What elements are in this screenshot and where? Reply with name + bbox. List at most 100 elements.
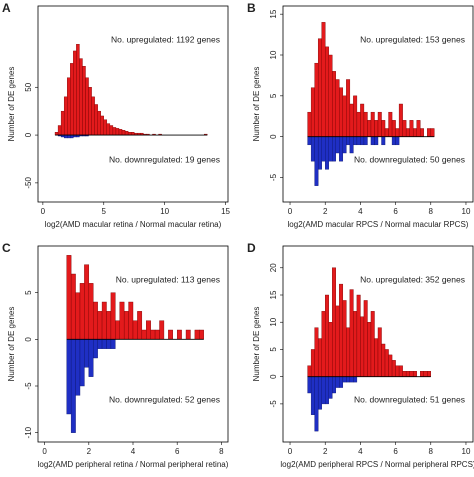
histogram-bar [349, 289, 354, 377]
histogram-bar [356, 136, 361, 146]
panel-letter: D [247, 241, 256, 255]
histogram-bar [353, 376, 358, 383]
histogram-bar [402, 371, 407, 377]
histogram-bar [381, 343, 386, 377]
histogram-bar [176, 329, 182, 340]
annotation: No. upregulated: 1192 genes [111, 34, 220, 44]
histogram-bar [363, 300, 368, 377]
x-tick-label: 4 [131, 447, 136, 456]
histogram-bar [325, 136, 329, 170]
histogram-bar [356, 294, 361, 377]
histogram-bar [317, 38, 322, 137]
histogram-bar [409, 371, 414, 377]
plot-frame [282, 245, 474, 443]
histogram-bar [93, 301, 98, 340]
histogram-bar [79, 339, 85, 387]
annotation: No. downregulated: 50 genes [354, 154, 465, 164]
histogram-bar [154, 329, 160, 340]
histogram-bar [63, 134, 68, 139]
histogram-bar [339, 376, 344, 388]
histogram-bar [342, 300, 347, 377]
histogram-bar [339, 283, 344, 377]
histogram-bar [388, 111, 393, 137]
histogram-bar [388, 354, 393, 377]
histogram-bar [317, 338, 322, 377]
x-tick-label: 6 [393, 447, 398, 456]
histogram-bar [70, 63, 74, 136]
histogram-bar [370, 311, 375, 377]
histogram-bar [405, 371, 410, 377]
y-tick-label: 0 [24, 132, 33, 137]
histogram-bar [391, 136, 396, 146]
histogram-bar [307, 365, 312, 377]
histogram-bar [314, 136, 319, 186]
histogram-bar [398, 103, 403, 137]
x-tick-label: 6 [393, 207, 398, 216]
x-tick-label: 0 [42, 447, 47, 456]
histogram-bar [321, 22, 326, 137]
histogram-bar [374, 120, 379, 137]
histogram-bar [328, 136, 333, 162]
histogram-bar [112, 127, 117, 136]
panel-letter: B [247, 1, 256, 15]
histogram-bar [325, 376, 329, 405]
histogram-bar [106, 339, 112, 349]
plot-frame [282, 5, 474, 203]
x-tick-label: 0 [288, 447, 293, 456]
y-tick-label: -5 [24, 382, 33, 390]
panel: A 0 5 10 15 -50 0 50 log2(AMD macular retina / N… [2, 1, 231, 229]
histogram-bar [110, 339, 116, 349]
histogram-bar [132, 320, 138, 340]
x-tick-label: 6 [175, 447, 180, 456]
histogram-bar [106, 123, 111, 136]
x-tick-label: 10 [160, 207, 169, 216]
histogram-bar [412, 371, 417, 377]
panel: B 0 2 4 6 8 10 -5 0 5 10 15 log2(AMD macular RPCS / … [247, 1, 474, 229]
histogram-bar [356, 111, 361, 137]
histogram-bar [321, 136, 326, 162]
histogram-bar [100, 115, 104, 136]
histogram-bar [381, 136, 386, 146]
plot-frame [37, 5, 229, 203]
histogram-bar [185, 329, 191, 340]
panel-letter: A [2, 1, 11, 15]
annotation: No. upregulated: 352 genes [360, 274, 465, 284]
histogram-bar [84, 264, 90, 340]
histogram-bar [93, 339, 98, 359]
histogram-bar [374, 136, 379, 146]
histogram-bar [97, 311, 103, 340]
histogram-bar [420, 128, 424, 137]
panel: C 0 2 4 6 8 -10 -5 0 5 log2(AMD peripheral retina … [2, 241, 229, 469]
x-axis-label: log2(AMD peripheral RPCS / Normal periph… [280, 460, 474, 469]
histogram-bar [321, 376, 326, 405]
histogram-bar [67, 77, 71, 136]
histogram-bar [54, 132, 59, 136]
histogram-bar [367, 120, 372, 137]
y-axis-label: Number of DE genes [252, 67, 261, 142]
histogram-bar [335, 136, 340, 154]
y-tick-label: 0 [269, 134, 278, 139]
histogram-bar [346, 376, 351, 383]
histogram-bar [374, 338, 379, 377]
x-tick-label: 0 [41, 207, 46, 216]
annotation: No. upregulated: 113 genes [116, 274, 220, 284]
x-tick-label: 2 [323, 207, 328, 216]
y-tick-label: 15 [269, 290, 278, 299]
histogram-bar [349, 103, 354, 137]
y-tick-label: 0 [24, 337, 33, 342]
histogram-bar [325, 46, 329, 137]
histogram-bar [328, 376, 333, 399]
histogram-bar [360, 136, 365, 146]
histogram-bar [349, 136, 354, 154]
histogram-bar [88, 283, 94, 340]
histogram-bar [310, 136, 315, 162]
histogram-bar [332, 267, 336, 377]
histogram-bar [314, 327, 319, 377]
histogram-bar [75, 339, 81, 396]
histogram-bar [106, 311, 112, 340]
histogram-bar [314, 376, 319, 432]
histogram-bar [199, 329, 204, 340]
histogram-bar [70, 273, 76, 340]
histogram-bar [307, 111, 312, 137]
histogram-bar [332, 136, 336, 162]
